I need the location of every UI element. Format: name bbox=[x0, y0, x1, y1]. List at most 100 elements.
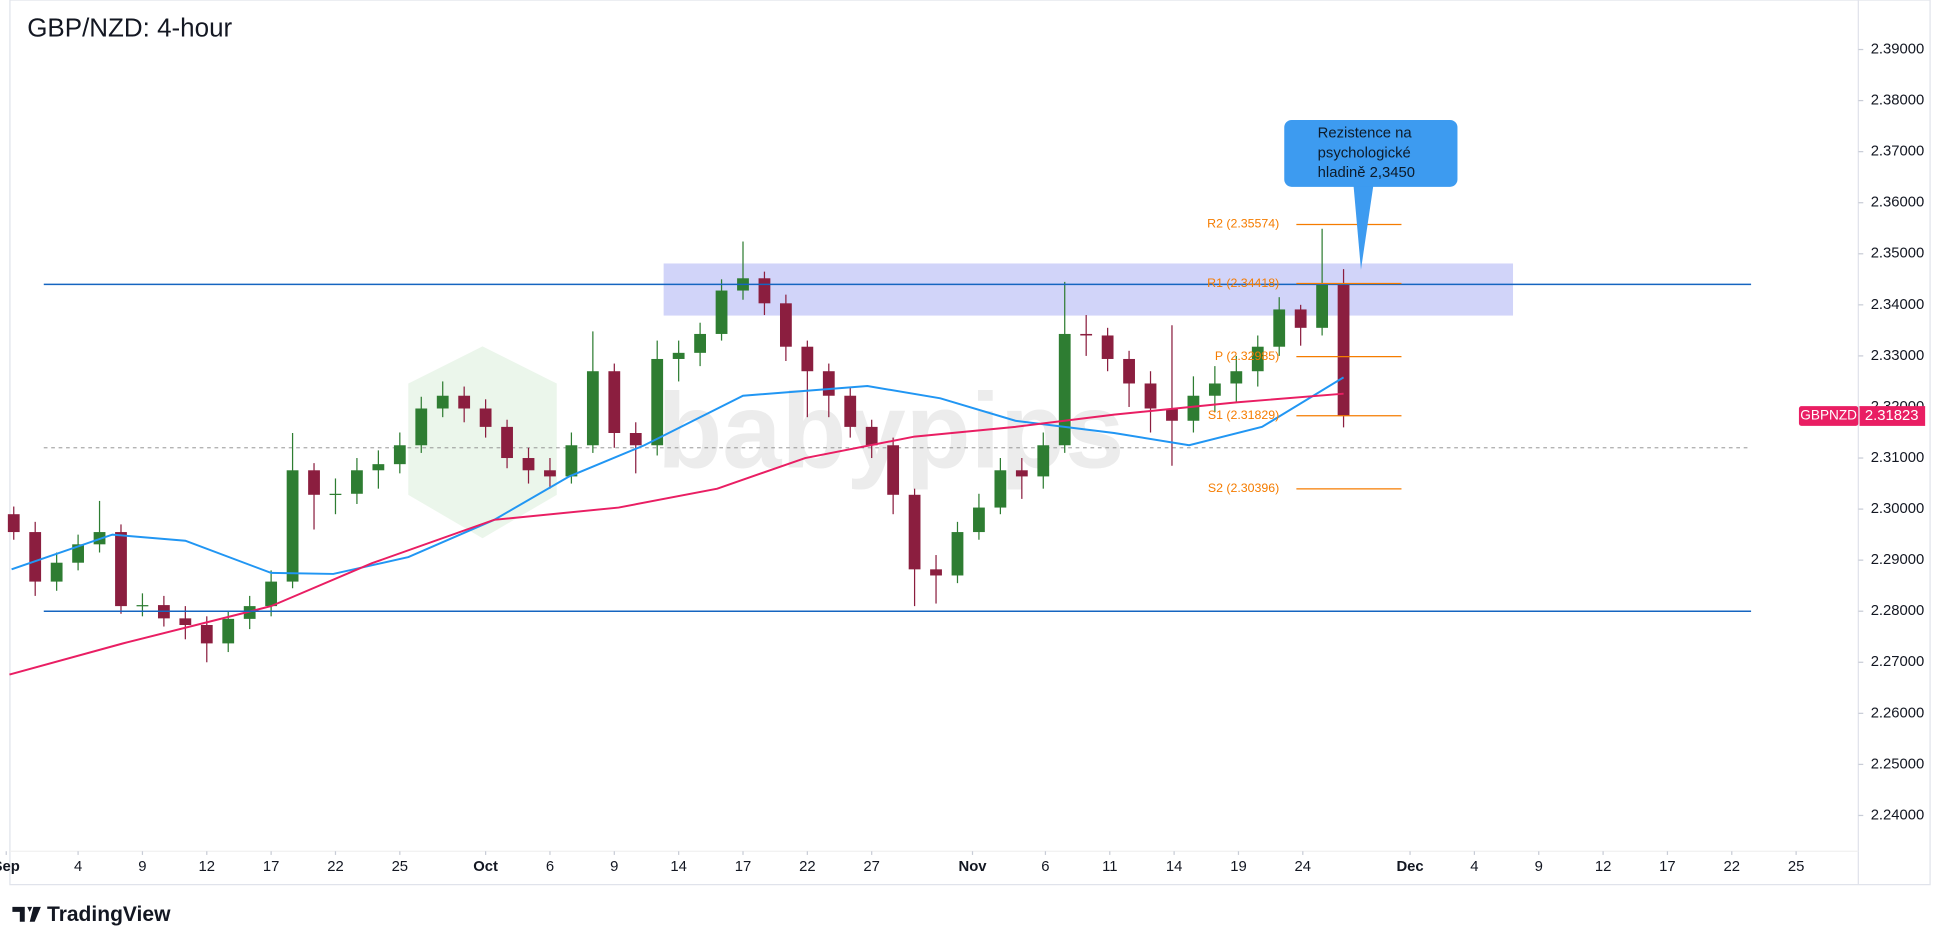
candle-body bbox=[951, 532, 964, 576]
y-tick-label: 2.28000 bbox=[1871, 603, 1925, 619]
candle-body bbox=[1080, 333, 1093, 336]
x-tick-label: 4 bbox=[74, 859, 82, 875]
candle-body bbox=[1187, 395, 1200, 421]
x-tick-label: 17 bbox=[1659, 859, 1676, 875]
x-tick-label: 22 bbox=[1724, 859, 1741, 875]
callout-text: Rezistence na bbox=[1318, 126, 1413, 142]
pivot-label: P (2.32985) bbox=[1215, 349, 1279, 363]
candle-body bbox=[1208, 383, 1221, 396]
y-tick-label: 2.30000 bbox=[1871, 501, 1925, 517]
candle-body bbox=[1273, 309, 1286, 347]
candle-body bbox=[651, 358, 664, 446]
candle-body bbox=[586, 371, 599, 446]
x-tick-label: 6 bbox=[1041, 859, 1049, 875]
x-tick-label: 9 bbox=[138, 859, 146, 875]
x-tick-label: 22 bbox=[327, 859, 344, 875]
candle-body bbox=[844, 395, 857, 427]
candle-body bbox=[1058, 333, 1071, 446]
x-tick-label: 22 bbox=[799, 859, 815, 875]
candle-body bbox=[72, 544, 84, 563]
candle-body bbox=[715, 290, 728, 334]
y-tick-label: 2.27000 bbox=[1871, 654, 1925, 670]
candle-body bbox=[1123, 358, 1135, 384]
candle-body bbox=[865, 426, 878, 446]
candle-body bbox=[286, 470, 299, 582]
pivot-label: R1 (2.34418) bbox=[1207, 276, 1279, 290]
candle-body bbox=[29, 532, 42, 582]
y-tick-label: 2.31000 bbox=[1871, 450, 1925, 466]
x-tick-label: 24 bbox=[1295, 859, 1312, 875]
x-tick-label: 14 bbox=[1166, 859, 1183, 875]
pivot-label: S1 (2.31829) bbox=[1208, 408, 1279, 422]
candle-body bbox=[672, 352, 685, 359]
candle-body bbox=[801, 346, 814, 372]
candle-body bbox=[908, 494, 921, 570]
x-tick-label: 17 bbox=[735, 859, 752, 875]
candle-body bbox=[758, 278, 771, 304]
candle-body bbox=[479, 408, 492, 427]
candle-body bbox=[1166, 408, 1178, 421]
candle-body bbox=[329, 493, 342, 496]
moving-average bbox=[11, 376, 1345, 575]
candle-body bbox=[1251, 346, 1264, 372]
candle-body bbox=[179, 618, 192, 626]
footer: TradingView bbox=[47, 903, 171, 926]
y-tick-label: 2.35000 bbox=[1871, 246, 1925, 262]
y-tick-label: 2.33000 bbox=[1871, 348, 1925, 364]
logo-mark bbox=[12, 906, 41, 922]
candle-body bbox=[1144, 383, 1157, 409]
candle-body bbox=[115, 532, 127, 607]
candle-body bbox=[393, 445, 406, 465]
x-tick-label: 25 bbox=[1788, 859, 1804, 875]
candle-body bbox=[50, 562, 63, 582]
candle-body bbox=[136, 605, 149, 607]
candle-body bbox=[501, 426, 513, 459]
resistance-zone bbox=[663, 263, 1514, 316]
y-tick-label: 2.38000 bbox=[1871, 93, 1925, 109]
x-tick-label: 12 bbox=[199, 859, 216, 875]
candle-body bbox=[887, 445, 900, 495]
candle-body bbox=[372, 464, 385, 471]
x-tick-label: 17 bbox=[263, 859, 280, 875]
x-tick-label: Dec bbox=[1396, 859, 1423, 875]
footer-logo: TradingView bbox=[12, 903, 171, 926]
y-tick-label: 2.25000 bbox=[1871, 756, 1925, 772]
candle-body bbox=[458, 395, 471, 409]
candle-body bbox=[694, 333, 706, 353]
x-tick-label: 6 bbox=[546, 859, 554, 875]
pivot-label: S2 (2.30396) bbox=[1208, 481, 1279, 495]
x-tick-label: Nov bbox=[958, 859, 987, 875]
candle-body bbox=[565, 445, 578, 477]
candle-body bbox=[265, 581, 278, 607]
x-tick-label: 27 bbox=[863, 859, 880, 875]
candle-body bbox=[415, 408, 428, 446]
last-price-tag bbox=[1859, 406, 1926, 426]
watermark-logo bbox=[408, 346, 557, 539]
candle-body bbox=[7, 514, 20, 533]
callout-box bbox=[1284, 120, 1458, 187]
y-tick-label: 2.39000 bbox=[1871, 41, 1925, 57]
candle-body bbox=[1037, 445, 1050, 477]
candle-body bbox=[1015, 470, 1028, 477]
candle-body bbox=[822, 371, 835, 396]
x-tick-label: 12 bbox=[1595, 859, 1612, 875]
candle-body bbox=[1230, 371, 1243, 384]
symbol-tag bbox=[1798, 406, 1859, 426]
callout-text: hladině 2,3450 bbox=[1318, 165, 1415, 181]
candle-body bbox=[544, 470, 556, 477]
candle-body bbox=[351, 470, 363, 494]
plot: R2 (2.35574) R1 (2.34418) P (2.32985) S1 (2… bbox=[7, 120, 1752, 676]
x-tick-label: 14 bbox=[670, 859, 687, 875]
chart-title: GBP/NZD: 4-hour bbox=[27, 13, 232, 43]
candle-body bbox=[994, 470, 1007, 508]
candle-body bbox=[779, 303, 792, 347]
x-tick-label: 19 bbox=[1230, 859, 1247, 875]
y-tick-label: 2.26000 bbox=[1871, 705, 1925, 721]
last-price-label: 2.31823 bbox=[1865, 408, 1919, 424]
candle-body bbox=[308, 470, 320, 495]
callout-text: psychologické bbox=[1318, 145, 1411, 161]
candle-body bbox=[629, 433, 642, 446]
y-tick-label: 2.36000 bbox=[1871, 195, 1925, 211]
